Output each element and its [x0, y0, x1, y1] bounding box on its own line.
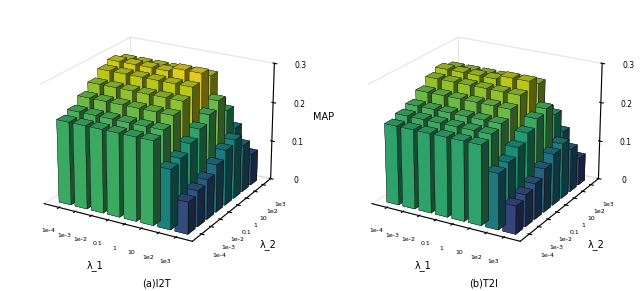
- X-axis label: λ_1: λ_1: [86, 260, 103, 271]
- Y-axis label: λ_2: λ_2: [260, 239, 277, 250]
- Y-axis label: λ_2: λ_2: [588, 239, 605, 250]
- Title: (a)I2T: (a)I2T: [142, 279, 170, 289]
- X-axis label: λ_1: λ_1: [414, 260, 431, 271]
- Title: (b)T2I: (b)T2I: [470, 279, 499, 289]
